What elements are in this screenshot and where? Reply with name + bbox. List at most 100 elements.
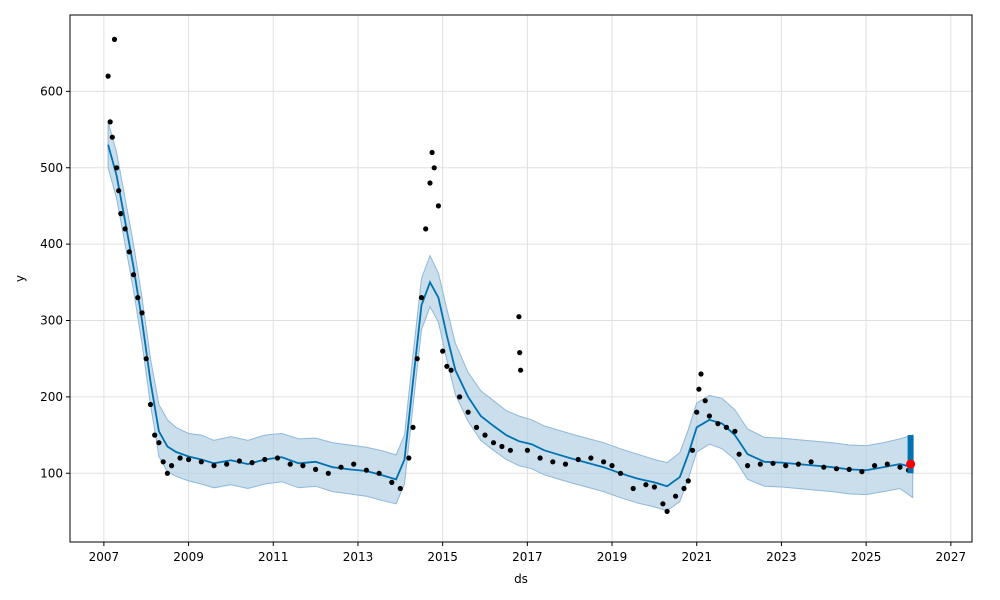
- observed-point: [575, 456, 581, 463]
- observed-point: [490, 440, 497, 446]
- uncertainty-band-area: [107, 121, 914, 512]
- observed-point: [262, 456, 268, 463]
- observed-point: [169, 463, 175, 469]
- observed-point: [757, 461, 763, 467]
- observed-point: [164, 470, 170, 476]
- observed-point: [313, 466, 319, 472]
- observed-point: [507, 447, 513, 453]
- y-axis-label: y: [13, 275, 27, 282]
- y-tick-label: 200: [40, 390, 63, 404]
- highlight-point: [906, 459, 916, 469]
- observed-point: [706, 413, 713, 419]
- observed-point: [499, 443, 505, 450]
- observed-point: [107, 119, 113, 125]
- observed-point: [609, 463, 615, 469]
- forecast-interval-bar: [907, 435, 914, 474]
- observed-point: [689, 447, 696, 453]
- observed-point: [397, 485, 403, 492]
- observed-point: [694, 409, 700, 415]
- observed-point: [177, 455, 183, 461]
- observed-point: [736, 451, 742, 457]
- observed-point: [130, 272, 137, 278]
- observed-point: [643, 482, 649, 488]
- observed-point: [482, 432, 488, 438]
- observed-point: [109, 134, 115, 140]
- observed-point: [457, 394, 463, 400]
- observed-point: [518, 367, 524, 373]
- observed-point: [664, 508, 670, 514]
- observed-point: [325, 470, 331, 476]
- observed-point: [147, 401, 154, 408]
- x-axis-ticks: 2007 2009 2011 2013 2015 2017 2019 2021 2023 2025…: [89, 542, 966, 564]
- observed-point: [859, 469, 865, 475]
- observed-point: [406, 455, 412, 461]
- observed-point: [435, 203, 441, 209]
- observed-point: [808, 459, 814, 465]
- observed-point: [139, 310, 145, 316]
- observed-point: [429, 149, 435, 156]
- observed-point: [300, 463, 306, 469]
- x-tick-label: 2017: [512, 550, 543, 564]
- observed-point: [427, 180, 433, 186]
- observed-point: [884, 461, 890, 467]
- observed-point: [783, 463, 789, 469]
- observed-point: [448, 367, 454, 373]
- observed-point: [745, 463, 751, 469]
- x-tick-label: 2023: [766, 550, 797, 564]
- observed-point: [517, 350, 523, 356]
- x-tick-label: 2007: [89, 550, 120, 564]
- highlight-layer: [906, 435, 916, 474]
- forecast-line: [107, 144, 913, 488]
- observed-point: [287, 461, 293, 467]
- observed-point: [617, 470, 624, 476]
- x-tick-label: 2015: [427, 550, 458, 564]
- observed-point: [702, 398, 708, 404]
- observed-point: [274, 455, 281, 461]
- y-tick-label: 600: [40, 84, 63, 98]
- observed-point: [846, 466, 852, 472]
- observed-point: [143, 356, 149, 362]
- observed-point: [351, 461, 357, 467]
- observed-point: [723, 424, 730, 430]
- observed-point: [156, 440, 162, 446]
- observed-point: [630, 485, 636, 492]
- observed-point: [431, 165, 437, 171]
- observed-point: [152, 432, 158, 438]
- y-tick-label: 100: [40, 466, 63, 480]
- observed-point: [821, 464, 827, 470]
- plot-frame: [69, 14, 973, 543]
- x-tick-label: 2019: [597, 550, 628, 564]
- observed-point: [516, 314, 522, 320]
- observed-point: [562, 461, 569, 467]
- observed-point: [363, 467, 369, 473]
- observed-point: [224, 461, 230, 467]
- observed-point: [715, 421, 721, 427]
- observed-point: [126, 249, 132, 255]
- x-axis-label: ds: [514, 572, 528, 586]
- observed-point: [160, 459, 166, 465]
- x-tick-label: 2021: [681, 550, 712, 564]
- x-tick-label: 2025: [851, 550, 882, 564]
- observed-point: [105, 73, 111, 79]
- observed-point: [236, 458, 242, 464]
- observed-point: [696, 386, 702, 392]
- observed-point: [338, 464, 344, 470]
- observed-point: [698, 371, 704, 377]
- observed-point: [872, 463, 878, 469]
- observed-point: [116, 188, 122, 194]
- observed-point: [135, 295, 141, 301]
- observed-point: [423, 226, 429, 232]
- observed-point: [833, 466, 840, 472]
- observed-points: [105, 36, 912, 514]
- observed-point: [685, 478, 691, 484]
- observed-point: [444, 363, 450, 369]
- observed-point: [122, 226, 128, 232]
- y-tick-label: 400: [40, 237, 63, 251]
- observed-point: [732, 428, 738, 434]
- observed-point: [465, 409, 471, 415]
- observed-point: [414, 356, 420, 362]
- observed-point: [389, 479, 395, 485]
- observed-point: [198, 459, 204, 465]
- uncertainty-band: [107, 121, 914, 512]
